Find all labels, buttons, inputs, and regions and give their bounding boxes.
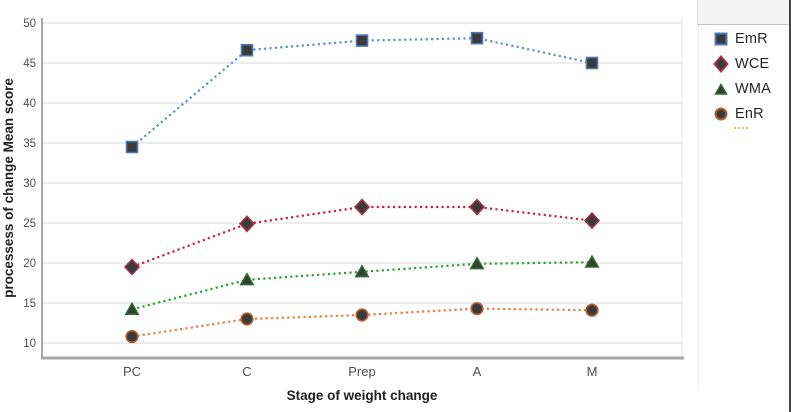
y-tick-label: 20 [23,258,36,270]
y-tick-label: 45 [23,58,36,70]
legend-item-wce: WCE [712,51,790,76]
diamond-marker [468,198,486,216]
square-marker [585,56,599,70]
circle-marker [355,308,369,322]
x-tick-label: A [473,364,482,379]
y-tick-label: 40 [23,98,36,110]
y-tick-label: 50 [23,18,36,30]
y-tick-label: 35 [23,138,36,150]
circle-marker [470,302,484,316]
square-marker [355,34,369,47]
diamond-marker [353,198,371,216]
square-marker-icon [714,32,728,45]
circle-marker [125,330,139,344]
square-marker [470,31,484,45]
legend: EmR WCE WMA EnR [712,26,790,129]
x-tick-label: M [587,364,598,379]
screenshot-right-border [789,0,791,412]
diamond-marker [238,215,256,233]
series-line-EnR [131,307,593,338]
legend-separator-line [698,25,699,390]
diamond-marker-icon [713,54,729,73]
series-line-EmR [131,37,593,148]
circle-marker [585,303,599,317]
square-marker [125,140,139,154]
x-axis-title: Stage of weight change [287,388,438,403]
triangle-marker [469,256,485,270]
y-tick-label: 15 [23,298,36,310]
triangle-marker [124,301,140,315]
square-marker [240,43,254,57]
triangle-marker [584,254,600,268]
y-tick-label: 25 [23,218,36,230]
circle-marker-icon [714,107,728,120]
y-axis-title: processess of change Mean score [1,78,16,298]
legend-item-enr: EnR [712,101,790,126]
legend-label: WCE [735,55,770,72]
diamond-marker [123,258,141,276]
corner-box [697,0,790,25]
legend-label: EmR [735,30,768,47]
y-tick-label: 10 [23,338,36,350]
triangle-marker [239,272,255,286]
legend-item-wma: WMA [712,76,790,101]
legend-label: EnR [735,105,764,122]
series-line-WCE [131,205,593,269]
legend-label: WMA [735,80,772,97]
diamond-marker [583,211,601,230]
x-tick-label: PC [123,364,141,379]
yellow-dash-artifact [734,127,748,129]
x-tick-label: C [242,364,251,379]
x-tick-label: Prep [348,364,375,379]
y-tick-label: 30 [23,178,36,190]
legend-item-emr: EmR [712,26,790,51]
triangle-marker-icon [714,82,728,95]
circle-marker [240,312,254,326]
triangle-marker [354,264,370,278]
